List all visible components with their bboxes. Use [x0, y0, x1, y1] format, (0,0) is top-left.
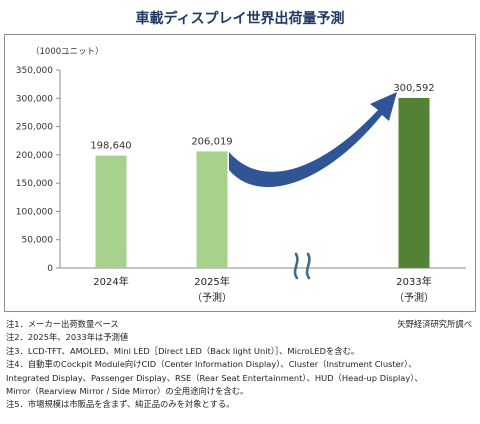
x-category-label: 2025年 — [194, 275, 229, 288]
bar — [398, 97, 430, 269]
y-tick-label: 350,000 — [16, 66, 53, 76]
y-tick-label: 100,000 — [16, 207, 53, 217]
footnote: 注3．LCD-TFT、AMOLED、Mini LED［Direct LED（Ba… — [6, 345, 360, 356]
x-category-label: 2033年 — [396, 275, 431, 288]
footnote: 注2．2025年、2033年は予測値 — [6, 332, 129, 343]
y-tick-label: 200,000 — [16, 151, 53, 161]
x-category-sublabel: （予測） — [394, 291, 434, 304]
bar-value-label: 206,019 — [191, 136, 232, 147]
chart-frame — [4, 34, 476, 312]
y-tick-label: 150,000 — [16, 179, 53, 189]
chart-title: 車載ディスプレイ世界出荷量予測 — [135, 11, 345, 27]
bar-value-label: 300,592 — [393, 83, 434, 94]
bar-value-label: 198,640 — [90, 141, 131, 152]
footnote: 注5．市場規模は市販品を含まず、純正品のみを対象とする。 — [6, 399, 235, 410]
bar — [95, 155, 127, 268]
growth-arrow — [229, 92, 397, 188]
bar-chart: 0 50,000 100,000 150,000 200,000 250,000 300,0… — [16, 66, 466, 304]
x-category-sublabel: （予測） — [192, 291, 232, 304]
footnote: Integrated Display、Passenger Display、RSE… — [6, 372, 423, 383]
footnotes: 注1．メーカー出荷数量ベース 注2．2025年、2033年は予測値 注3．LCD… — [6, 318, 476, 412]
axis-break-mark — [293, 252, 299, 280]
y-tick-label: 300,000 — [16, 94, 53, 104]
axis-break-mark — [305, 252, 311, 280]
footnote: Mirror（Rearview Mirror / Side Mirror）の全用… — [6, 386, 249, 397]
y-axis-unit-label: （1000ユニット） — [31, 47, 104, 57]
y-tick-label: 250,000 — [16, 123, 53, 133]
bar — [196, 151, 228, 268]
footnote: 注1．メーカー出荷数量ベース — [6, 319, 119, 329]
x-category-label: 2024年 — [93, 275, 128, 288]
footnote: 注4．自動車のCockpit Module向けCID（Center Inform… — [6, 359, 417, 370]
source-credit: 矢野経済研究所調べ — [397, 319, 472, 329]
y-tick-label: 0 — [47, 264, 53, 274]
y-tick-label: 50,000 — [22, 236, 54, 246]
